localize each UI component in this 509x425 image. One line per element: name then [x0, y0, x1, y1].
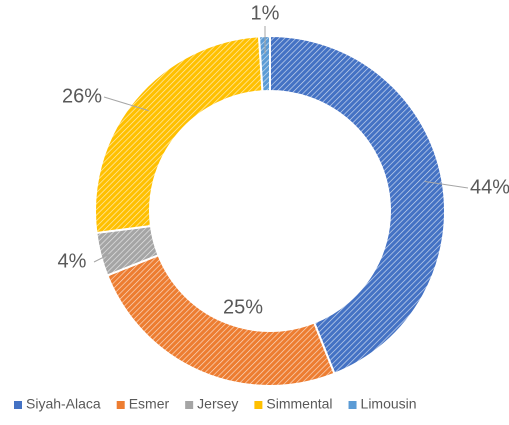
legend-swatch [117, 401, 125, 409]
donut-segment [107, 255, 334, 386]
legend-swatch [349, 401, 357, 409]
legend-swatch [14, 401, 22, 409]
data-label: 26% [62, 85, 102, 107]
legend-label: Jersey [197, 396, 238, 412]
data-label: 25% [223, 296, 263, 318]
legend-swatch [254, 401, 262, 409]
donut-segment [95, 36, 262, 233]
legend-label: Siyah-Alaca [26, 396, 101, 412]
data-label: 4% [58, 250, 87, 272]
donut-segment [270, 36, 445, 374]
data-label: 1% [251, 2, 280, 24]
legend-swatch [185, 401, 193, 409]
legend-label: Limousin [361, 396, 417, 412]
legend-label: Esmer [129, 396, 170, 412]
legend-label: Simmental [266, 396, 332, 412]
data-label: 44% [470, 176, 509, 198]
